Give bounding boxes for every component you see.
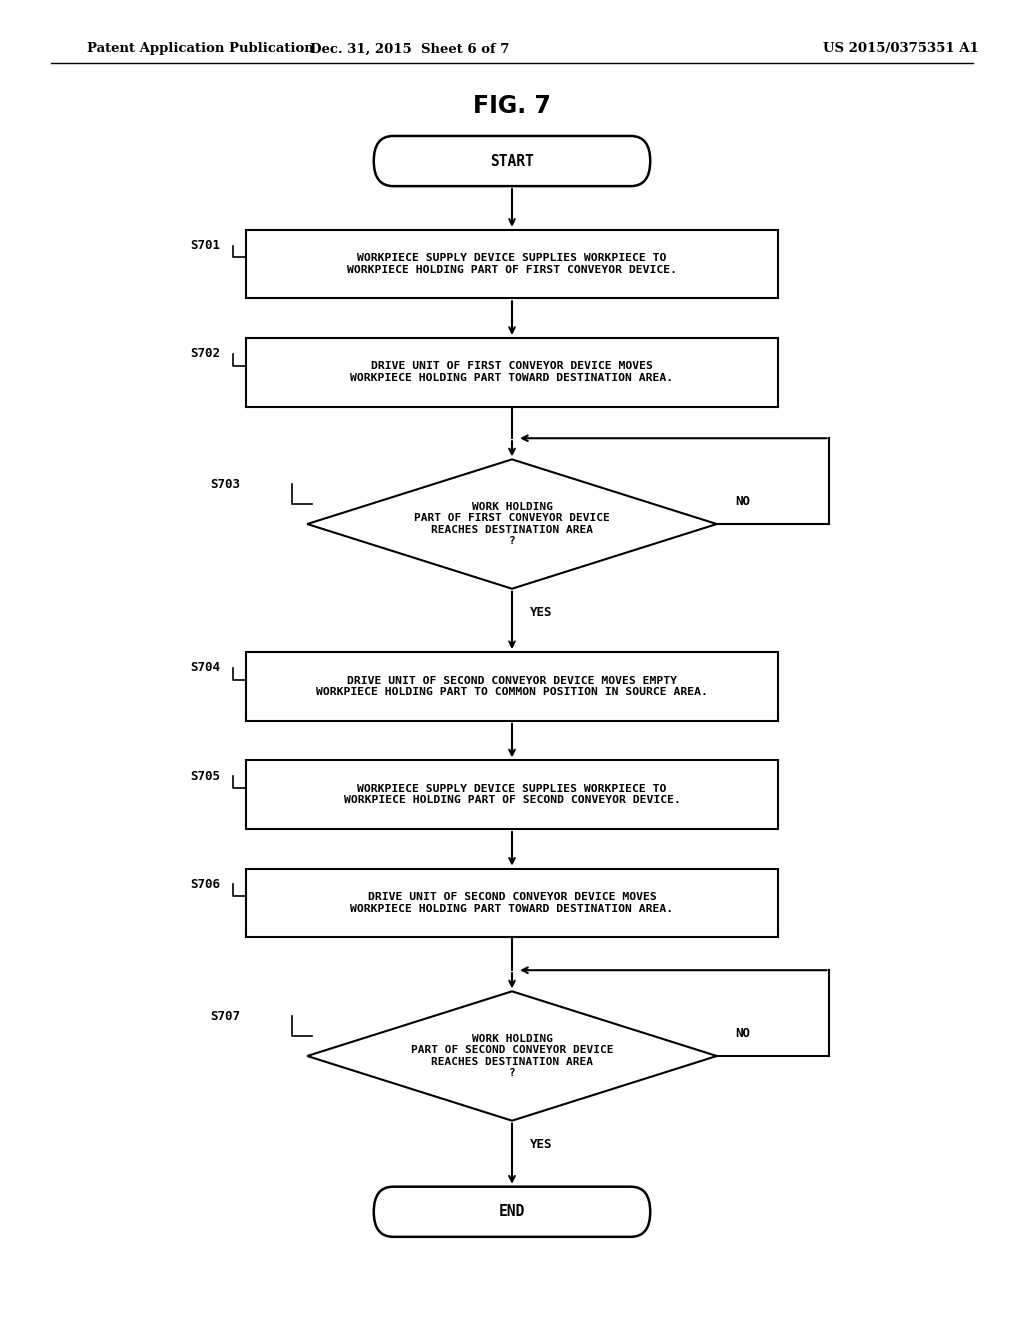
Text: S704: S704 [190,661,220,675]
FancyBboxPatch shape [374,1187,650,1237]
Text: DRIVE UNIT OF SECOND CONVEYOR DEVICE MOVES
WORKPIECE HOLDING PART TOWARD DESTINA: DRIVE UNIT OF SECOND CONVEYOR DEVICE MOV… [350,892,674,913]
FancyBboxPatch shape [374,136,650,186]
Text: START: START [490,153,534,169]
Text: DRIVE UNIT OF FIRST CONVEYOR DEVICE MOVES
WORKPIECE HOLDING PART TOWARD DESTINAT: DRIVE UNIT OF FIRST CONVEYOR DEVICE MOVE… [350,362,674,383]
Text: YES: YES [530,1138,553,1151]
Polygon shape [307,459,717,589]
Bar [246,652,778,721]
Text: Patent Application Publication: Patent Application Publication [87,42,313,55]
Text: END: END [499,1204,525,1220]
Text: S707: S707 [211,1010,241,1023]
Text: Dec. 31, 2015  Sheet 6 of 7: Dec. 31, 2015 Sheet 6 of 7 [310,42,509,55]
Text: FIG. 7: FIG. 7 [473,94,551,117]
Bar [246,230,778,298]
Text: S706: S706 [190,878,220,891]
Text: US 2015/0375351 A1: US 2015/0375351 A1 [823,42,979,55]
Text: WORKPIECE SUPPLY DEVICE SUPPLIES WORKPIECE TO
WORKPIECE HOLDING PART OF FIRST CO: WORKPIECE SUPPLY DEVICE SUPPLIES WORKPIE… [347,253,677,275]
Bar [246,338,778,407]
Text: NO: NO [735,1027,751,1040]
Text: S702: S702 [190,347,220,360]
Text: S701: S701 [190,239,220,252]
Text: S705: S705 [190,770,220,783]
Polygon shape [307,991,717,1121]
Text: DRIVE UNIT OF SECOND CONVEYOR DEVICE MOVES EMPTY
WORKPIECE HOLDING PART TO COMMO: DRIVE UNIT OF SECOND CONVEYOR DEVICE MOV… [316,676,708,697]
Bar [246,869,778,937]
Text: YES: YES [530,606,553,619]
Text: WORK HOLDING
PART OF FIRST CONVEYOR DEVICE
REACHES DESTINATION AREA
?: WORK HOLDING PART OF FIRST CONVEYOR DEVI… [414,502,610,546]
Text: WORK HOLDING
PART OF SECOND CONVEYOR DEVICE
REACHES DESTINATION AREA
?: WORK HOLDING PART OF SECOND CONVEYOR DEV… [411,1034,613,1078]
Text: WORKPIECE SUPPLY DEVICE SUPPLIES WORKPIECE TO
WORKPIECE HOLDING PART OF SECOND C: WORKPIECE SUPPLY DEVICE SUPPLIES WORKPIE… [344,784,680,805]
Text: NO: NO [735,495,751,508]
Bar [246,760,778,829]
Text: S703: S703 [211,478,241,491]
